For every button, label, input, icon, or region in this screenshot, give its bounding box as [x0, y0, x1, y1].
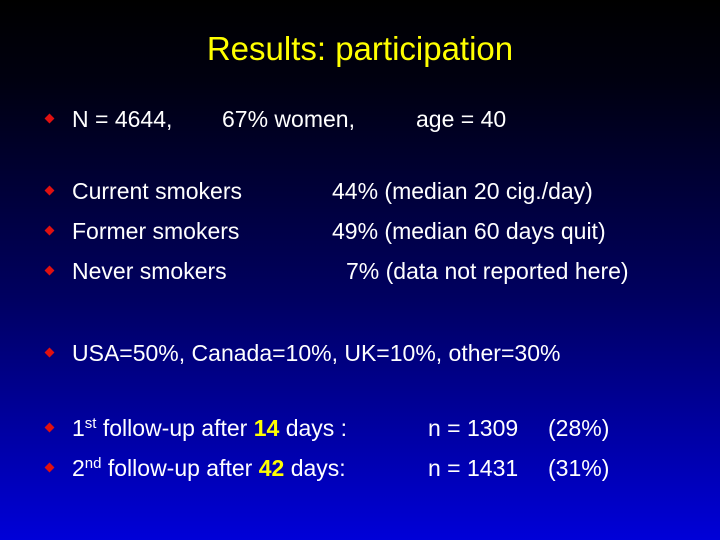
bullet-icon: [44, 265, 55, 276]
smoker-label: Current smokers: [72, 178, 242, 204]
summary-line: N = 4644, 67% women, age = 40: [44, 104, 686, 134]
followup-pct: (31%): [548, 455, 610, 481]
followup-n: n = 1309: [428, 415, 519, 441]
bullet-icon: [44, 422, 55, 433]
smoker-value: 44% (median 20 cig./day): [332, 178, 593, 204]
followup-n: n = 1431: [428, 455, 519, 481]
smoker-value: 49% (median 60 days quit): [332, 218, 606, 244]
followup-row: 1st follow-up after 14 days : n = 1309 (…: [44, 413, 686, 443]
followup-text: 2nd follow-up after 42 days:: [72, 455, 346, 481]
followup-pct: (28%): [548, 415, 610, 441]
followup-text: 1st follow-up after 14 days :: [72, 415, 348, 441]
bullet-icon: [44, 185, 55, 196]
bullet-icon: [44, 225, 55, 236]
slide-title: Results: participation: [206, 30, 514, 67]
smoker-row: Current smokers 44% (median 20 cig./day): [44, 176, 696, 206]
women-percent: 67% women,: [222, 106, 355, 132]
smoker-value: 7% (data not reported here): [346, 258, 629, 284]
smoker-row: Never smokers 7% (data not reported here…: [44, 256, 696, 286]
smoker-row: Former smokers 49% (median 60 days quit): [44, 216, 696, 246]
bullet-icon: [44, 113, 55, 124]
country-line: USA=50%, Canada=10%, UK=10%, other=30%: [44, 338, 686, 368]
participant-count: N = 4644,: [72, 106, 173, 132]
bullet-icon: [44, 347, 55, 358]
followup-row: 2nd follow-up after 42 days: n = 1431 (3…: [44, 453, 686, 483]
mean-age: age = 40: [416, 106, 507, 132]
bullet-icon: [44, 462, 55, 473]
country-distribution: USA=50%, Canada=10%, UK=10%, other=30%: [72, 340, 561, 366]
smoker-label: Never smokers: [72, 258, 227, 284]
smoker-label: Former smokers: [72, 218, 240, 244]
